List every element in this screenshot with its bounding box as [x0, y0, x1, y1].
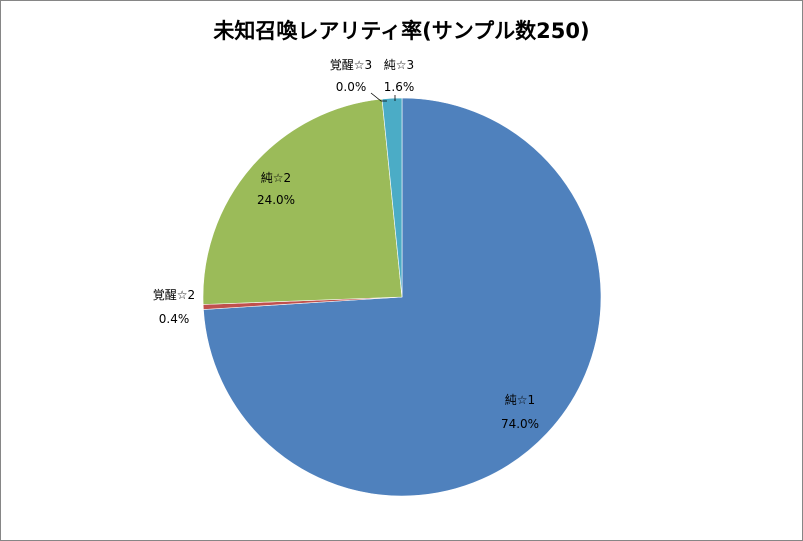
- slice-2-percent-label: 0.4%: [159, 312, 190, 326]
- slice-3-percent-label: 24.0%: [257, 193, 295, 207]
- slice-4-name-label: 覚醒☆3: [330, 58, 372, 72]
- slice-5: [381, 97, 403, 298]
- slice-3: [202, 98, 403, 305]
- slice-3-name-label: 純☆2: [261, 171, 291, 185]
- slice-5-name-label: 純☆3: [384, 58, 414, 72]
- leader-line-awaken-3: [370, 92, 387, 102]
- slice-5-percent-label: 1.6%: [384, 80, 415, 94]
- slice-4-percent-label: 0.0%: [336, 80, 367, 94]
- slice-1-percent-label: 74.0%: [501, 417, 539, 431]
- chart-title: 未知召喚レアリティ率(サンプル数250): [213, 19, 590, 43]
- slice-2-name-label: 覚醒☆2: [153, 288, 195, 302]
- slice-1-name-label: 純☆1: [505, 393, 535, 407]
